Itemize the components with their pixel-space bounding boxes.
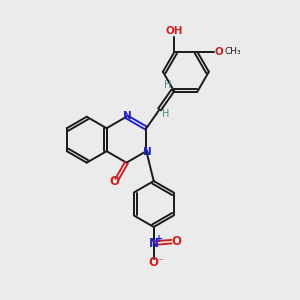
Text: CH₃: CH₃	[225, 47, 242, 56]
Text: H: H	[164, 80, 172, 89]
Text: OH: OH	[166, 26, 183, 36]
Text: O: O	[149, 256, 159, 269]
Text: O: O	[172, 235, 182, 248]
Text: H: H	[162, 109, 169, 118]
Text: N: N	[123, 111, 132, 121]
Text: +: +	[155, 234, 163, 244]
Text: ⁻: ⁻	[157, 257, 163, 267]
Text: N: N	[143, 147, 152, 157]
Text: N: N	[149, 237, 159, 250]
Text: O: O	[110, 176, 119, 188]
Text: O: O	[214, 47, 223, 57]
